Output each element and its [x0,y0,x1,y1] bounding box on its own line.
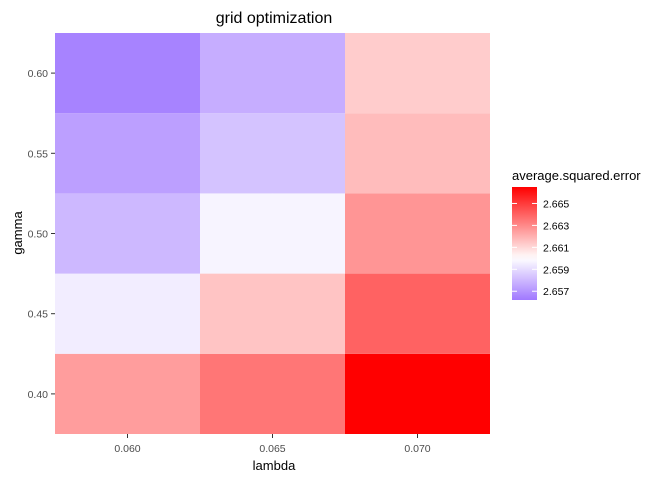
legend-label: 2.659 [543,264,569,276]
heatmap-cell [200,193,345,274]
y-tick-label: 0.55 [28,148,49,160]
x-axis-title: lambda [253,458,296,473]
heatmap-cell [345,33,490,114]
heatmap-cell [55,353,200,434]
heatmap-cell [55,33,200,114]
heatmap-cell [200,273,345,354]
legend-label: 2.665 [543,198,569,210]
y-tick-label: 0.45 [28,309,49,321]
x-axis: 0.060 0.065 0.070 [114,434,431,455]
heatmap-cell [55,113,200,194]
x-tick-label: 0.065 [259,443,285,455]
heatmap-cell [345,193,490,274]
y-axis: 0.40 0.45 0.50 0.55 0.60 [28,68,55,401]
heatmap-cell [345,353,490,434]
heatmap-cell [200,113,345,194]
y-axis-title: gamma [10,211,25,255]
legend-label: 2.663 [543,220,569,232]
y-tick-label: 0.50 [28,229,49,241]
heatmap-cell [55,273,200,354]
x-tick-label: 0.070 [404,443,430,455]
legend-title: average.squared.error [512,168,641,183]
legend-label: 2.661 [543,242,569,254]
legend: average.squared.error 2.6652.6632.6612.6… [512,168,641,300]
heatmap-cells [55,33,490,434]
chart-title: grid optimization [216,10,333,27]
heatmap-cell [200,353,345,434]
x-tick-label: 0.060 [114,443,140,455]
heatmap-cell [345,273,490,354]
heatmap-cell [200,33,345,114]
heatmap-cell [345,113,490,194]
legend-label: 2.657 [543,286,569,298]
y-tick-label: 0.60 [28,68,49,80]
y-tick-label: 0.40 [28,389,49,401]
heatmap-cell [55,193,200,274]
legend-ticks: 2.665 2.663 2.661 2.659 2.657 [512,198,569,298]
legend-colorbar [512,187,537,300]
